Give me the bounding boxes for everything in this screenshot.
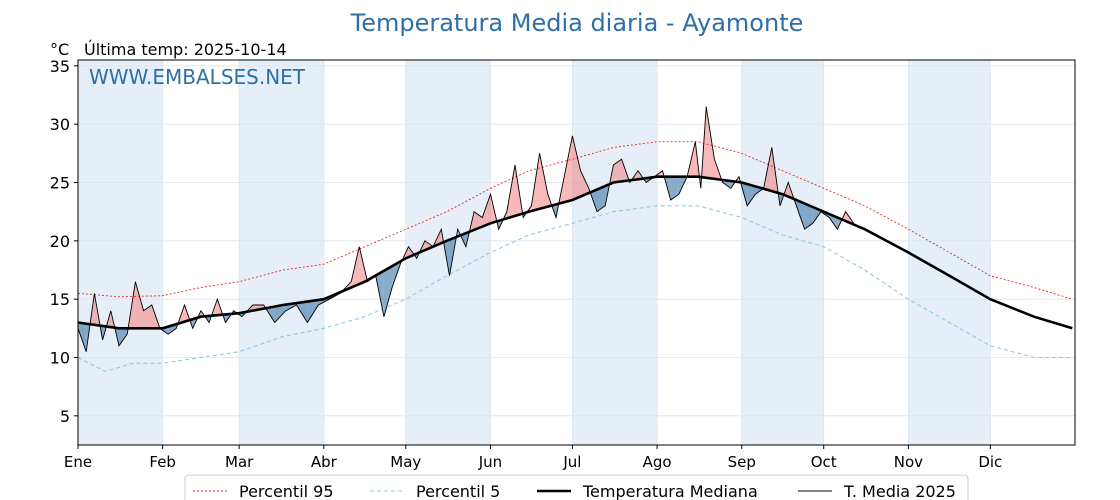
- x-tick-label: Mar: [225, 453, 254, 471]
- legend: Percentil 95 Percentil 5 Temperatura Media…: [184, 474, 969, 500]
- fill-above-median: [482, 194, 491, 227]
- fill-above-median: [539, 153, 548, 209]
- x-tick-label: Nov: [894, 453, 923, 471]
- x-tick-label: Ene: [64, 453, 92, 471]
- chart-title: Temperatura Media diaria - Ayamonte: [350, 9, 804, 37]
- fill-below-median: [383, 266, 393, 317]
- month-band: [908, 60, 991, 445]
- y-tick-label: 30: [50, 115, 70, 134]
- y-tick-label: 5: [60, 407, 70, 426]
- fill-below-median: [119, 328, 128, 346]
- plot-frame: [77, 59, 1076, 446]
- last-temp-label: Última temp: 2025-10-14: [84, 40, 287, 59]
- fill-below-median: [597, 186, 606, 212]
- legend-label: Percentil 95: [239, 482, 334, 500]
- x-tick-label: Jul: [562, 453, 581, 471]
- month-band: [572, 60, 658, 445]
- series-percentil-5-line: [77, 205, 1073, 373]
- fill-below-median: [747, 184, 756, 206]
- month-band: [741, 60, 824, 445]
- fill-below-median: [274, 304, 286, 323]
- y-tick-label: 20: [50, 232, 70, 251]
- x-tick-label: Abr: [311, 453, 338, 471]
- x-tick-label: May: [390, 453, 421, 471]
- x-tick-label: Sep: [728, 453, 756, 471]
- y-tick-label: 10: [50, 349, 70, 368]
- y-tick-label: 25: [50, 174, 70, 193]
- fill-below-median: [670, 176, 679, 200]
- fill-below-median: [296, 301, 308, 323]
- fill-above-median: [135, 281, 144, 329]
- series-t-media-2025-line: [77, 106, 855, 352]
- x-tick-label: Oct: [811, 453, 837, 471]
- fill-above-median: [706, 106, 715, 179]
- series-temperatura-mediana-line: [77, 175, 1073, 330]
- fill-above-median: [613, 159, 622, 183]
- month-band: [78, 60, 163, 445]
- x-tick-label: Feb: [149, 453, 176, 471]
- legend-label: T. Media 2025: [843, 482, 956, 500]
- fill-below-median: [796, 200, 805, 230]
- fill-below-median: [307, 299, 319, 323]
- unit-label: °C: [50, 40, 69, 59]
- plot-area: 5 10 15 20 25 30 35 Ene Feb Mar Abr May Jun Jul Ago Sep…: [50, 57, 1076, 471]
- watermark: WWW.EMBALSES.NET: [89, 65, 306, 89]
- y-tick-label: 15: [50, 290, 70, 309]
- fill-below-median: [804, 203, 813, 230]
- fill-above-median: [143, 305, 152, 329]
- legend-label: Percentil 5: [416, 482, 500, 500]
- y-tick-label: 35: [50, 57, 70, 76]
- fill-below-median: [78, 322, 87, 352]
- fill-above-median: [580, 170, 589, 197]
- fill-above-median: [564, 135, 573, 203]
- x-tick-label: Ago: [643, 453, 672, 471]
- month-band: [239, 60, 324, 445]
- x-tick-label: Dic: [978, 453, 1002, 471]
- x-tick-label: Jun: [478, 453, 502, 471]
- legend-label: Temperatura Mediana: [582, 482, 758, 500]
- fill-above-median: [424, 240, 434, 251]
- fill-above-median: [572, 135, 581, 200]
- legend-box: [184, 474, 969, 500]
